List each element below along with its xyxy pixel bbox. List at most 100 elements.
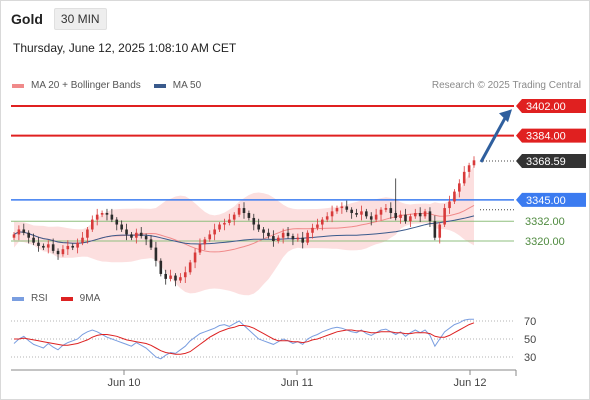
candle-6: [42, 243, 45, 251]
candle-body: [218, 224, 221, 230]
candle-29: [154, 241, 158, 267]
candle-body: [125, 229, 128, 235]
candle-72: [365, 208, 368, 219]
candle-9: [56, 248, 60, 260]
candle-59: [301, 231, 305, 249]
candle-21: [115, 217, 119, 231]
candle-body: [384, 208, 388, 210]
candle-85: [428, 207, 432, 228]
candle-body: [42, 245, 45, 248]
candle-body: [355, 213, 358, 215]
candle-body: [32, 237, 35, 243]
candle-65: [330, 205, 334, 223]
candle-44: [228, 213, 231, 226]
candle-body: [365, 211, 368, 217]
candle-body: [320, 219, 324, 225]
candle-body: [242, 208, 246, 214]
candle-body: [154, 247, 158, 261]
candle-71: [360, 205, 363, 221]
candle-body: [223, 222, 226, 225]
candle-body: [409, 216, 412, 222]
candle-19: [105, 208, 109, 221]
candle-37: [193, 248, 197, 269]
candle-0: [12, 231, 16, 241]
candle-body: [252, 217, 256, 225]
candle-36: [188, 259, 192, 275]
candle-body: [291, 236, 295, 240]
candle-body: [46, 244, 50, 248]
timeframe-button[interactable]: 30 MIN: [53, 8, 107, 30]
level-tag-label: 3368.59: [526, 156, 566, 168]
timestamp: Thursday, June 12, 2025 1:08:10 AM CET: [13, 41, 237, 55]
legend-ma20-swatch: [12, 83, 24, 88]
candle-90: [453, 189, 456, 204]
candle-body: [379, 209, 383, 215]
candle-body: [17, 229, 21, 235]
candle-14: [81, 231, 84, 246]
candle-53: [272, 230, 275, 247]
candle-73: [369, 212, 373, 226]
candle-body: [262, 229, 265, 233]
candle-body: [120, 224, 123, 230]
level-tag-box: [516, 192, 586, 207]
candle-body: [27, 232, 30, 238]
candle-58: [296, 233, 300, 242]
candle-body: [188, 262, 192, 273]
candle-4: [32, 233, 35, 246]
candle-18: [100, 210, 104, 218]
candle-43: [223, 218, 226, 231]
candle-16: [90, 215, 94, 232]
candle-41: [213, 223, 216, 241]
candle-body: [183, 272, 187, 278]
level-tag-box: [516, 99, 586, 113]
candle-body: [61, 249, 65, 255]
candle-body: [306, 232, 309, 243]
candle-body: [110, 214, 114, 220]
candle-27: [144, 233, 148, 246]
candle-body: [257, 224, 260, 230]
header: Gold 30 MIN: [11, 8, 107, 30]
candle-31: [164, 269, 168, 285]
candle-8: [51, 238, 55, 254]
candle-body: [228, 219, 231, 223]
candle-42: [218, 222, 221, 232]
candle-33: [174, 273, 177, 287]
candle-body: [100, 213, 104, 215]
candle-35: [183, 266, 187, 283]
candle-body: [144, 236, 148, 240]
candle-body: [203, 239, 207, 245]
candle-69: [350, 207, 353, 219]
level-tag-3384-00: 3384.00: [516, 128, 586, 143]
candle-body: [443, 208, 446, 225]
legend-rsi: RSI: [12, 293, 48, 304]
forecast-arrow-head: [499, 109, 512, 123]
candle-body: [12, 234, 16, 238]
candle-15: [86, 227, 89, 244]
candle-70: [355, 208, 358, 218]
candle-body: [404, 214, 407, 222]
level-tag-label: 3402.00: [526, 101, 566, 113]
instrument-title: Gold: [11, 11, 43, 27]
candle-22: [120, 220, 123, 232]
candle-body: [462, 171, 466, 184]
candle-body: [174, 275, 177, 281]
candle-76: [384, 203, 388, 213]
candle-64: [325, 212, 329, 223]
candle-body: [247, 213, 251, 218]
candle-10: [61, 245, 65, 257]
x-tick-label-2: Jun 12: [453, 377, 486, 389]
credit-text: Research © 2025 Trading Central: [431, 80, 581, 91]
candle-body: [340, 206, 344, 209]
legend-ma50-label: MA 50: [172, 80, 202, 91]
candle-34: [179, 273, 182, 283]
legend-rsi-ma-label: 9MA: [79, 293, 101, 304]
candle-body: [453, 191, 456, 202]
candle-46: [237, 203, 241, 218]
candle-3: [27, 230, 30, 244]
candle-body: [311, 227, 314, 233]
candle-body: [296, 237, 300, 240]
legend-ma20: MA 20 + Bollinger Bands: [12, 80, 141, 91]
candle-28: [149, 235, 153, 251]
candle-52: [267, 228, 270, 239]
